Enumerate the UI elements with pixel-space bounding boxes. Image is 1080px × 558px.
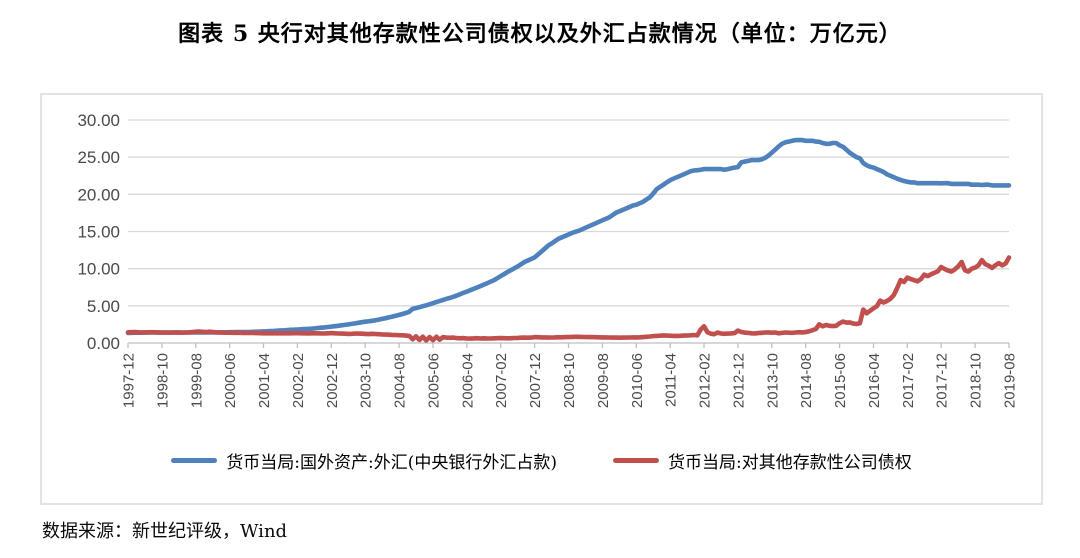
x-axis-tick-label: 2017-12: [934, 353, 951, 408]
legend-label-claims: 货币当局:对其他存款性公司债权: [668, 453, 912, 473]
x-axis-tick-label: 2003-10: [358, 353, 375, 408]
x-axis-tick-label: 2007-02: [493, 353, 510, 408]
x-axis-tick-label: 2017-02: [900, 353, 917, 408]
y-axis-tick-label: 20.00: [77, 185, 120, 204]
x-axis-tick-label: 2005-06: [426, 353, 443, 408]
y-axis-tick-label: 30.00: [77, 111, 120, 130]
x-axis-tick-label: 2018-10: [968, 353, 985, 408]
y-axis-tick-label: 25.00: [77, 148, 120, 167]
x-axis-tick-label: 2012-02: [697, 353, 714, 408]
y-axis-tick-label: 10.00: [77, 260, 120, 279]
x-axis-tick-label: 2000-06: [222, 353, 239, 408]
x-axis-tick-label: 2002-12: [324, 353, 341, 408]
x-axis-tick-label: 2012-12: [730, 353, 747, 408]
legend-line-swatch-blue: [171, 458, 218, 463]
legend-item-claims: 货币当局:对其他存款性公司债权: [613, 448, 912, 473]
x-axis-tick-label: 2010-06: [629, 353, 646, 408]
x-axis-tick-label: 2001-04: [256, 353, 273, 408]
chart-canvas: 30.00 25.00 20.00 15.00 10.00 5.00 0.001997-12…: [77, 111, 1019, 408]
series-line-0: [125, 137, 1012, 336]
legend-label-fx: 货币当局:国外资产:外汇(中央银行外汇占款): [226, 453, 557, 473]
x-axis-tick-label: 1998-10: [154, 353, 171, 408]
x-axis-tick-label: 1999-08: [188, 353, 205, 408]
x-axis-tick-label: 2011-04: [663, 353, 680, 407]
legend-line-swatch-red: [613, 458, 659, 463]
chart-legend: 货币当局:国外资产:外汇(中央银行外汇占款) 货币当局:对其他存款性公司债权: [42, 448, 1041, 473]
x-axis-tick-label: 2006-04: [459, 353, 476, 408]
x-axis-tick-label: 1997-12: [121, 353, 138, 408]
data-source-caption: 数据来源：新世纪评级，Wind: [42, 521, 288, 542]
x-axis-tick-label: 2002-02: [290, 353, 307, 408]
x-axis-tick-label: 2004-08: [392, 353, 409, 408]
x-axis-tick-label: 2014-08: [798, 353, 815, 408]
y-axis-tick-label: 5.00: [87, 297, 120, 316]
x-axis-tick-label: 2008-10: [561, 353, 578, 408]
x-axis-tick-label: 2009-08: [595, 353, 612, 408]
x-axis-tick-label: 2007-12: [527, 353, 544, 408]
chart-frame: 30.00 25.00 20.00 15.00 10.00 5.00 0.00 1997-12…: [40, 93, 1043, 505]
series-line-1: [125, 255, 1012, 343]
x-axis-tick-label: 2015-06: [832, 353, 849, 408]
chart-title: 图表 5 央行对其他存款性公司债权以及外汇占款情况（单位：万亿元）: [178, 21, 902, 47]
legend-item-fx: 货币当局:国外资产:外汇(中央银行外汇占款): [171, 448, 557, 473]
y-axis-tick-label: 15.00: [77, 223, 120, 242]
x-axis-tick-label: 2016-04: [866, 353, 883, 408]
x-axis-tick-label: 2013-10: [764, 353, 781, 408]
x-axis-tick-label: 2019-08: [1002, 353, 1019, 408]
y-axis-tick-label: 0.00: [87, 334, 120, 353]
